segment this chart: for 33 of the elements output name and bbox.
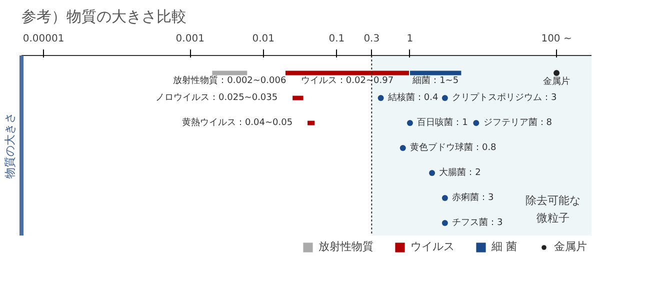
legend-label: ウイルス	[410, 239, 454, 254]
data-label: 赤痢菌：3	[452, 192, 494, 203]
data-label: ジフテリア菌：8	[483, 117, 552, 128]
bar	[212, 70, 248, 76]
data-label: 放射性物質：0.002~0.006	[173, 74, 286, 86]
bar	[285, 70, 409, 76]
x-tick-label: 0.3	[364, 34, 380, 44]
bar	[292, 96, 304, 100]
x-tick-label: 0.01	[252, 34, 275, 44]
data-label: 細菌：1~5	[412, 74, 459, 86]
data-label: ノロウイルス：0.025~0.035	[156, 93, 278, 103]
data-label: 黄熱ウイルス：0.04~0.05	[182, 117, 293, 128]
x-tick-label: 0.1	[328, 34, 345, 44]
x-tick-label: 1	[406, 34, 414, 44]
data-label: 大腸菌：2	[439, 167, 481, 178]
x-tick-label: 0.00001	[22, 34, 64, 44]
bar	[308, 120, 315, 126]
data-label: クリプトスポリジウム：3	[452, 92, 557, 103]
legend-label: 細 菌	[492, 239, 517, 254]
data-label: 結核菌：0.4	[386, 92, 438, 103]
x-tick-label: 0.001	[176, 34, 204, 44]
y-axis-title: 物質の大きさ	[4, 112, 16, 178]
band-label: 除去可能な微粒子	[526, 194, 581, 224]
bar	[410, 70, 462, 76]
data-label: ウイルス：0.02~0.97	[300, 76, 394, 86]
chart-title: 参考）物質の大きさ比較	[22, 8, 186, 26]
legend-label: 金属片	[554, 239, 587, 254]
data-label: 黄色ブドウ球菌：0.8	[410, 142, 497, 153]
x-tick-label: 100 ~	[541, 34, 572, 44]
data-label: チフス菌：3	[452, 217, 503, 228]
data-label: 百日咳菌：1	[417, 117, 468, 128]
legend-label: 放射性物質	[318, 239, 374, 254]
data-label: 金属片	[543, 76, 570, 87]
